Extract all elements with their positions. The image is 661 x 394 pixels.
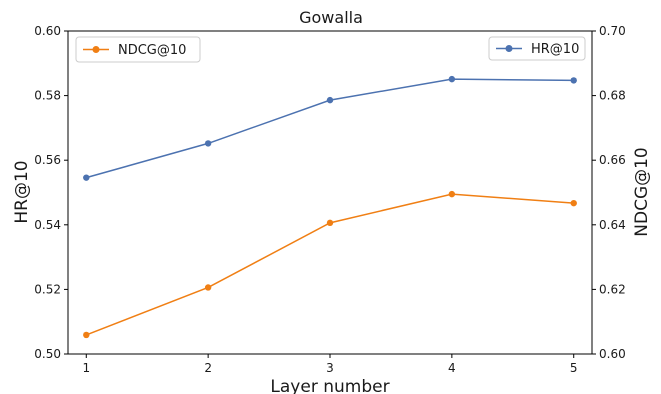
x-tick-label: 1 — [82, 361, 90, 375]
x-axis-title: Layer number — [270, 377, 389, 394]
ndcg-10-legend-box — [75, 36, 201, 63]
left-y-tick-label: 0.58 — [34, 89, 61, 103]
x-tick-label: 3 — [326, 361, 334, 375]
hr-10-data-point — [83, 174, 90, 181]
left-y-tick-label: 0.50 — [34, 347, 61, 361]
ndcg-10-data-point — [83, 331, 90, 339]
left-y-tick-label: 0.52 — [34, 282, 61, 296]
x-tick-label: 5 — [570, 361, 578, 375]
ndcg-10-data-point — [570, 199, 577, 207]
hr-10-data-point — [326, 96, 334, 104]
chart-title: Gowalla — [299, 8, 363, 27]
right-y-tick-label: 0.70 — [599, 24, 626, 38]
ndcg-10-legend-marker — [92, 46, 100, 53]
right-y-axis-title: NDCG@10 — [632, 147, 652, 236]
hr-10-data-point — [570, 77, 577, 84]
right-y-tick-label: 0.62 — [599, 282, 626, 296]
ndcg-10-series-line — [86, 193, 574, 336]
hr-10-data-point — [204, 140, 212, 147]
left-y-tick-label: 0.56 — [34, 153, 61, 167]
hr-10-series-line — [86, 78, 574, 179]
right-y-tick-label: 0.66 — [599, 153, 626, 167]
ndcg-10-data-point — [448, 190, 456, 198]
right-y-tick-label: 0.60 — [599, 347, 626, 361]
ndcg-10-data-point — [326, 219, 334, 227]
left-y-tick-label: 0.60 — [34, 24, 61, 38]
left-y-axis-title: HR@10 — [12, 160, 32, 223]
hr-10-legend-box — [488, 36, 586, 61]
x-tick-label: 2 — [204, 361, 212, 375]
x-tick-label: 4 — [448, 361, 456, 375]
right-y-tick-label: 0.68 — [599, 89, 626, 103]
hr-10-legend-label: HR@10 — [531, 42, 579, 57]
hr-10-legend-marker — [505, 45, 513, 52]
hr-10-data-point — [448, 75, 456, 83]
ndcg-10-legend-label: NDCG@10 — [118, 43, 186, 58]
left-y-tick-label: 0.54 — [34, 218, 61, 232]
right-y-tick-label: 0.64 — [599, 218, 626, 232]
ndcg-10-data-point — [204, 284, 212, 291]
plot-area: 1 2 3 4 5 0.50 0.52 0.54 0.56 0.58 0.60 0.60 0.62 0.6… — [34, 24, 625, 375]
